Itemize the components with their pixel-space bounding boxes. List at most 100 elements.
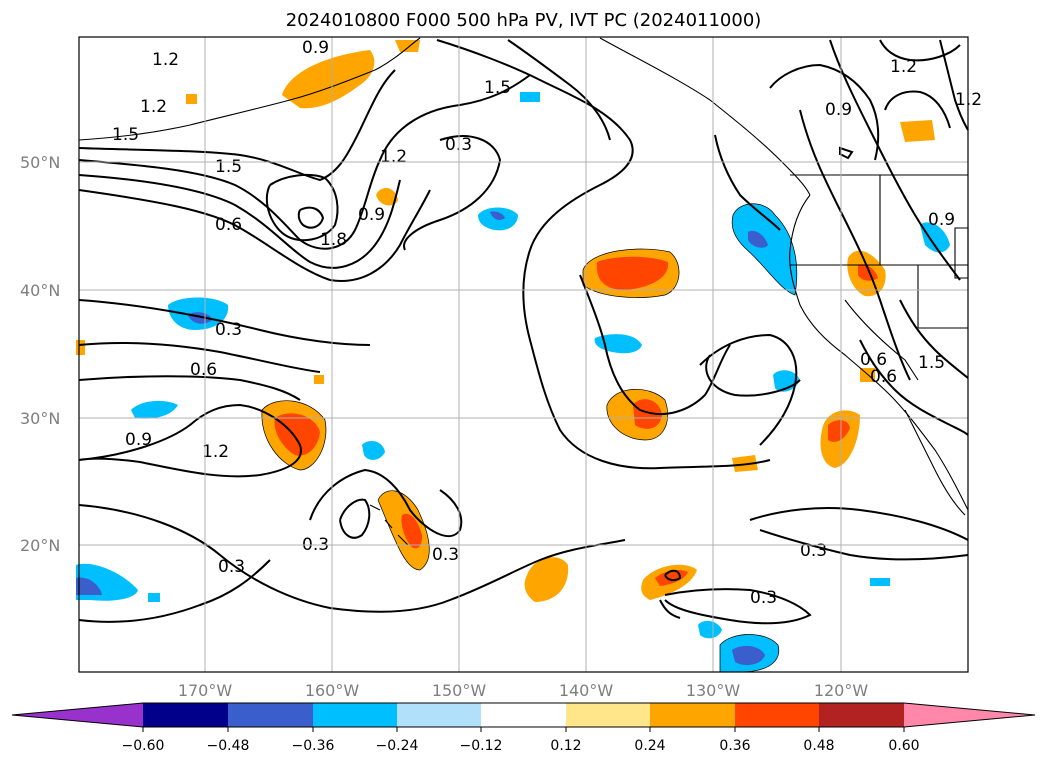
ivt-patch — [870, 578, 890, 586]
colorbar-swatch — [481, 703, 566, 727]
state-border — [954, 227, 969, 279]
colorbar-tick-label: −0.48 — [207, 738, 250, 754]
contour-label: 0.6 — [870, 367, 897, 387]
colorbar-tick-label: −0.36 — [292, 738, 335, 754]
colorbar-swatch — [566, 703, 650, 727]
colorbar-swatch — [819, 703, 904, 727]
colorbar-tick-label: 0.60 — [888, 738, 919, 754]
contour-label: 0.9 — [928, 210, 955, 230]
contour-label: 0.3 — [432, 545, 459, 565]
gridlines — [79, 37, 968, 672]
colorbar-tick-label: −0.24 — [376, 738, 419, 754]
ivt-patch — [920, 222, 950, 253]
contour-label: 1.5 — [215, 157, 242, 177]
bc-coast — [599, 37, 811, 196]
contour-label: 1.2 — [890, 57, 917, 77]
ivt-patch — [732, 645, 765, 666]
ivt-patch — [524, 557, 569, 602]
ivt-patch — [828, 420, 850, 442]
lon-label: 170°W — [178, 681, 233, 700]
colorbar-tick-label: 0.48 — [803, 738, 834, 754]
ivt-patch — [633, 399, 662, 429]
lat-label: 50°N — [20, 153, 60, 172]
contour-label: 0.9 — [825, 100, 852, 120]
ivt-patch — [858, 264, 878, 281]
contour-label: 0.3 — [215, 320, 242, 340]
contour-label: 1.2 — [140, 97, 167, 117]
contour-label: 1.5 — [484, 78, 511, 98]
ivt-patch — [490, 211, 505, 220]
contour-label: 0.6 — [215, 215, 242, 235]
contour-label: 0.9 — [302, 38, 329, 58]
ivt-patch — [186, 94, 197, 104]
baja-coast — [904, 409, 966, 516]
ivt-patch — [596, 256, 669, 290]
colorbar-tick-label: 0.12 — [550, 738, 581, 754]
colorbar-tick-label: −0.60 — [122, 738, 165, 754]
ivt-patch — [520, 92, 540, 102]
colorbar: −0.60 −0.48 −0.36 −0.24 −0.12 0.12 0.24 … — [11, 702, 1036, 754]
ivt-patch — [376, 188, 398, 206]
contour-labels: 1.2 0.9 1.2 1.5 1.5 0.3 1.2 1.5 0.6 1.2 … — [112, 38, 982, 608]
hawaii — [369, 504, 409, 546]
contour-label: 0.3 — [800, 541, 827, 561]
lat-label: 20°N — [20, 536, 60, 555]
lat-labels: 50°N 40°N 30°N 20°N — [20, 153, 60, 555]
ivt-patch — [773, 370, 800, 392]
contour-label: 0.6 — [860, 350, 887, 370]
contour-label: 1.5 — [918, 353, 945, 373]
ivt-shading — [76, 40, 950, 672]
ivt-patch — [362, 440, 385, 460]
colorbar-tick-label: −0.12 — [460, 738, 503, 754]
colorbar-tick-label: 0.24 — [634, 738, 665, 754]
contour-label: 1.5 — [112, 125, 139, 145]
lat-label: 40°N — [20, 281, 60, 300]
ivt-patch — [76, 577, 102, 595]
contour-label: 1.2 — [380, 147, 407, 167]
colorbar-swatch — [397, 703, 481, 727]
lat-label: 30°N — [20, 409, 60, 428]
lon-label: 140°W — [559, 681, 614, 700]
ivt-patch — [698, 620, 722, 639]
lon-label: 130°W — [686, 681, 741, 700]
colorbar-swatch — [228, 703, 313, 727]
contour-label: 0.9 — [358, 205, 385, 225]
ivt-patch — [594, 334, 642, 354]
contour-label: 0.3 — [218, 557, 245, 577]
colorbar-swatch — [650, 703, 735, 727]
contour-label: 1.2 — [152, 50, 179, 70]
ivt-patch — [314, 375, 324, 384]
lon-label: 150°W — [432, 681, 487, 700]
lon-label: 120°W — [814, 681, 869, 700]
colorbar-swatch — [313, 703, 397, 727]
colorbar-swatch — [143, 703, 228, 727]
ivt-patch — [148, 593, 160, 602]
ivt-patch — [748, 230, 768, 248]
coastlines — [78, 37, 969, 546]
contour-label: 0.6 — [190, 360, 217, 380]
map-frame — [78, 36, 969, 673]
ivt-patch — [732, 203, 797, 295]
ivt-patch — [274, 413, 320, 456]
alaska-coast — [78, 37, 421, 141]
colorbar-tick-label: 0.36 — [719, 738, 750, 754]
us-west-coast — [789, 194, 969, 511]
contour-label: 1.2 — [202, 442, 229, 462]
ivt-patch — [401, 513, 423, 549]
ivt-outlines — [261, 203, 798, 673]
contour-label: 1.8 — [320, 230, 347, 250]
lon-label: 160°W — [305, 681, 360, 700]
ivt-patch — [76, 340, 85, 355]
ivt-patch — [900, 120, 935, 142]
ivt-patch — [282, 50, 375, 109]
colorbar-max-extend — [904, 703, 1035, 727]
contour-label: 0.3 — [750, 588, 777, 608]
map-title: 2024010800 F000 500 hPa PV, IVT PC (2024… — [285, 10, 762, 31]
contour-label: 0.9 — [125, 430, 152, 450]
state-border — [844, 299, 919, 381]
ivt-patch — [395, 40, 420, 52]
ivt-patch — [131, 400, 178, 419]
colorbar-min-extend — [12, 703, 143, 727]
colorbar-swatch — [735, 703, 819, 727]
